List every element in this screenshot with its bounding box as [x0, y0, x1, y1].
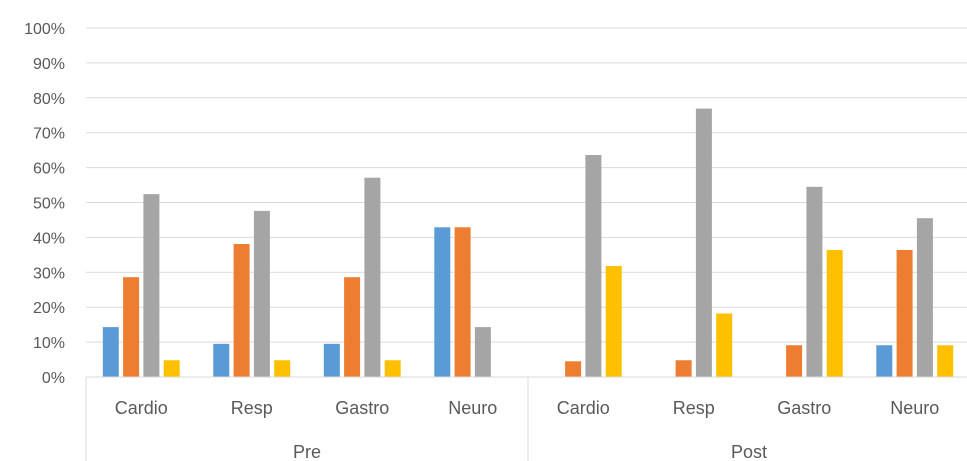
bar [876, 345, 893, 377]
bar [896, 249, 913, 377]
bar [253, 210, 270, 377]
category-label: Neuro [890, 398, 939, 418]
bar [916, 218, 933, 377]
bar [585, 155, 602, 377]
bar [102, 327, 119, 377]
category-label: Resp [673, 398, 715, 418]
y-tick-label: 30% [33, 265, 65, 282]
bar [344, 277, 361, 377]
group-label: Pre [293, 442, 321, 461]
bar [233, 244, 250, 377]
y-tick-label: 50% [33, 196, 65, 213]
bar [384, 360, 401, 377]
group-label: Post [731, 442, 767, 461]
bar [695, 108, 712, 377]
gridlines [86, 27, 967, 343]
bar [826, 249, 843, 377]
bar [123, 277, 140, 377]
bar [323, 343, 340, 377]
category-labels: Cardio Resp Gastro Neuro Cardio Resp Gastro Neu… [115, 398, 940, 418]
bar [434, 227, 451, 377]
category-label: Cardio [115, 398, 168, 418]
bar [786, 345, 803, 377]
bar [565, 361, 582, 377]
bar [474, 327, 491, 377]
y-tick-label: 60% [33, 161, 65, 178]
y-tick-label: 70% [33, 126, 65, 143]
bar [454, 227, 471, 377]
bars [102, 108, 954, 377]
bar [675, 360, 692, 377]
bar [716, 313, 733, 377]
category-label: Gastro [335, 398, 389, 418]
category-label: Resp [231, 398, 273, 418]
y-tick-label: 10% [33, 335, 65, 352]
category-label: Neuro [448, 398, 497, 418]
bar [274, 360, 291, 377]
y-tick-label: 20% [33, 300, 65, 317]
bar [605, 266, 622, 377]
x-axis [85, 376, 967, 461]
bar [937, 345, 954, 377]
y-tick-label: 40% [33, 230, 65, 247]
bar [806, 186, 823, 377]
bar [364, 177, 381, 377]
y-tick-label: 80% [33, 91, 65, 108]
y-tick-label: 0% [42, 370, 65, 387]
bar [143, 194, 160, 377]
y-tick-label: 100% [24, 21, 65, 38]
bar [163, 360, 180, 377]
group-labels: Pre Post [293, 442, 767, 461]
y-tick-label: 90% [33, 56, 65, 73]
category-label: Gastro [777, 398, 831, 418]
category-label: Cardio [557, 398, 610, 418]
bar [213, 343, 230, 377]
y-axis-tick-labels: 0% 10% 20% 30% 40% 50% 60% 70% 80% 90% 100% [24, 21, 65, 387]
